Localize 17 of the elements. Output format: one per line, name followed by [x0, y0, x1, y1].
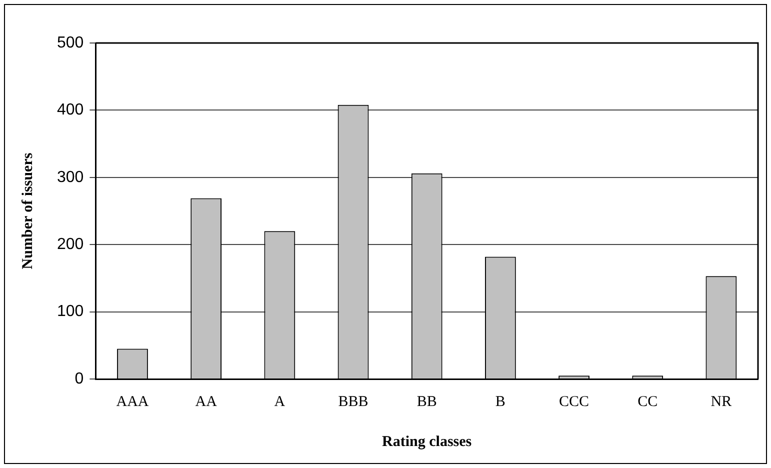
- y-axis-title: Number of issuers: [20, 152, 36, 270]
- y-tick-label: 300: [56, 168, 84, 186]
- x-tick-label: BB: [416, 394, 437, 410]
- y-tick-label: 200: [56, 236, 84, 254]
- x-tick-label: BBB: [338, 394, 368, 410]
- y-tick-label: 400: [56, 102, 84, 119]
- x-axis-title: Rating classes: [382, 434, 472, 450]
- x-tick-label: NR: [710, 394, 732, 410]
- x-tick-label: B: [495, 394, 506, 410]
- y-tick-label: 0: [74, 370, 84, 388]
- y-tick-label: 500: [56, 34, 84, 52]
- x-tick-label: AA: [195, 394, 218, 410]
- x-tick-label: A: [274, 394, 286, 410]
- x-tick-label: AAA: [116, 394, 149, 410]
- x-tick-label: CC: [638, 394, 658, 410]
- x-tick-label: CCC: [559, 394, 590, 410]
- y-tick-label: 100: [56, 303, 84, 320]
